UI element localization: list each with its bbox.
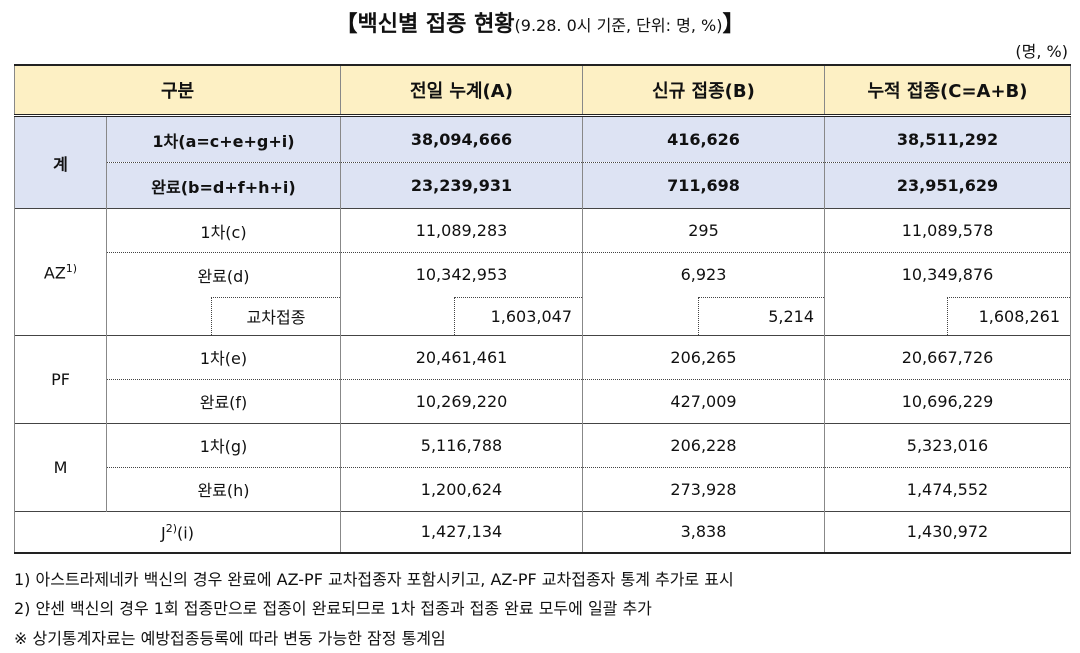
cell: 완료(f) (106, 378, 341, 423)
cell: 11,089,578 (824, 208, 1071, 253)
cell: 1,603,047 (340, 296, 583, 335)
footnote: ※ 상기통계자료는 예방접종등록에 따라 변동 가능한 잠정 통계임 (14, 629, 446, 648)
title: 【백신별 접종 현황(9.28. 0시 기준, 단위: 명, %)】 (0, 6, 1080, 38)
cross-box: 5,214 (698, 296, 824, 335)
cross-box: 교차접종 (211, 296, 340, 335)
table: 구분 전일 누계(A) 신규 접종(B) 누적 접종(C=A+B) 계 1차(a=c+e+… (14, 64, 1071, 554)
cell: 5,116,788 (340, 422, 583, 467)
title-close: 】 (722, 12, 745, 37)
cell: 38,094,666 (340, 115, 583, 163)
group-name: M (53, 457, 68, 477)
cell: 1,608,261 (824, 296, 1071, 335)
cell: 20,667,726 (824, 334, 1071, 379)
footnote: 2) 얀센 백신의 경우 1회 접종만으로 접종이 완료되므로 1차 접종과 접… (14, 599, 652, 618)
cell: 완료(d) (106, 252, 341, 297)
cell: 711,698 (582, 162, 825, 209)
cell: 1차(e) (106, 334, 341, 379)
title-main: 【백신별 접종 현황 (335, 12, 515, 37)
header-cell: 신규 접종(B) (582, 64, 825, 117)
cell: 1차(c) (106, 208, 341, 253)
cell: 5,214 (582, 296, 825, 335)
group-label: AZ1) (14, 208, 107, 335)
cross-box: 1,603,047 (454, 296, 582, 335)
j-label: J2)(i) (14, 510, 341, 554)
cell: 427,009 (582, 378, 825, 423)
group-label: 계 (14, 115, 107, 209)
cell: 완료(h) (106, 466, 341, 511)
cell: 1,200,624 (340, 466, 583, 511)
total-row: 완료(b=d+f+h+i) 23,239,931 711,698 23,951,629 (15, 162, 1071, 209)
header-cell: 전일 누계(A) (340, 64, 583, 117)
note-mark: 2) (165, 521, 178, 535)
cell: 10,696,229 (824, 378, 1071, 423)
cell: 295 (582, 208, 825, 253)
j-name: J (161, 522, 166, 542)
cell: 416,626 (582, 115, 825, 163)
cell: 1차(g) (106, 422, 341, 467)
row: 완료(d) 10,342,953 6,923 10,349,876 (15, 252, 1071, 297)
row: M 1차(g) 5,116,788 206,228 5,323,016 (14, 422, 1071, 511)
group-name: PF (51, 369, 70, 389)
cell: 11,089,283 (340, 208, 583, 253)
cell: 6,923 (582, 252, 825, 297)
group-label: PF (14, 334, 107, 423)
cell: 10,269,220 (340, 378, 583, 423)
cell: 10,349,876 (824, 252, 1071, 297)
cell: 5,323,016 (824, 422, 1071, 467)
cell: 23,239,931 (340, 162, 583, 209)
cell: 206,228 (582, 422, 825, 467)
row: AZ1) 1차(c) 11,089,283 295 11,089,578 (14, 208, 1071, 335)
cross-row: 교차접종 1,603,047 5,214 1,608,261 (15, 296, 1071, 335)
j-suffix: (i) (177, 522, 194, 542)
cell: 교차접종 (106, 296, 341, 335)
total-row: 계 1차(a=c+e+g+i) 38,094,666 416,626 38,511,29… (14, 115, 1071, 209)
cell: 1,474,552 (824, 466, 1071, 511)
footnote: 1) 아스트라제네카 백신의 경우 완료에 AZ-PF 교차접종자 포함시키고,… (14, 570, 734, 589)
group-label: M (14, 422, 107, 511)
cross-box: 1,608,261 (947, 296, 1070, 335)
header-cell: 구분 (14, 64, 341, 117)
cell: 3,838 (582, 510, 825, 554)
cell: 1,430,972 (824, 510, 1071, 554)
cell: 1,427,134 (340, 510, 583, 554)
group-name: AZ (43, 262, 66, 282)
cell: 38,511,292 (824, 115, 1071, 163)
unit: (명, %) (1015, 42, 1068, 61)
row: 완료(h) 1,200,624 273,928 1,474,552 (15, 466, 1071, 511)
header-row: 구분 전일 누계(A) 신규 접종(B) 누적 접종(C=A+B) (14, 64, 1071, 117)
cell: 완료(b=d+f+h+i) (106, 162, 341, 209)
cell: 273,928 (582, 466, 825, 511)
cell: 23,951,629 (824, 162, 1071, 209)
header-cell: 누적 접종(C=A+B) (824, 64, 1071, 117)
cell: 206,265 (582, 334, 825, 379)
cell: 10,342,953 (340, 252, 583, 297)
row: PF 1차(e) 20,461,461 206,265 20,667,726 (14, 334, 1071, 423)
cell: 1차(a=c+e+g+i) (106, 115, 341, 163)
row: 완료(f) 10,269,220 427,009 10,696,229 (15, 378, 1071, 423)
note-mark: 1) (65, 261, 78, 275)
row: J2)(i) 1,427,134 3,838 1,430,972 (14, 510, 1071, 554)
cell: 20,461,461 (340, 334, 583, 379)
title-sub: (9.28. 0시 기준, 단위: 명, %) (514, 16, 723, 35)
